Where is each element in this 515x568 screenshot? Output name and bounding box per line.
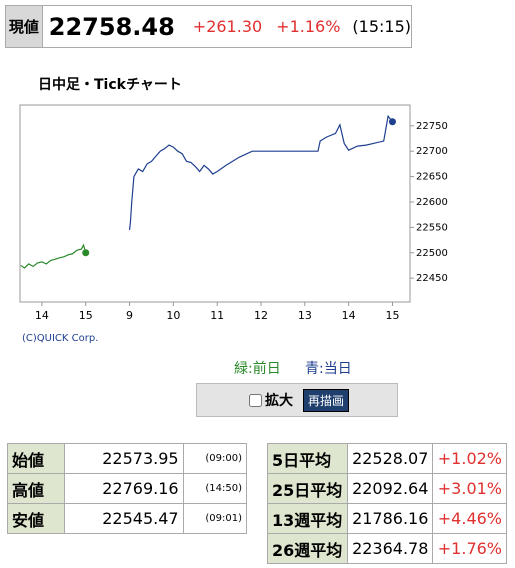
x-tick-label: 9 bbox=[126, 309, 133, 322]
table-cell: +4.46% bbox=[432, 503, 507, 534]
chart: 日中足・Tickチャート (C)QUICK Corp. 緑:前日 青:当日 22… bbox=[19, 76, 448, 377]
change-pct: +1.16% bbox=[276, 17, 341, 36]
x-tick-label: 15 bbox=[385, 309, 399, 322]
price-line bbox=[20, 243, 87, 269]
average-table: 5日平均 22528.07 +1.02% 25日平均 22092.64 +3.01% 13週… bbox=[267, 443, 507, 564]
y-tick-label: 22550 bbox=[416, 222, 448, 233]
table-cell: 21786.16 bbox=[346, 503, 434, 534]
zoom-checkbox[interactable] bbox=[248, 393, 262, 407]
table-cell: 25日平均 bbox=[267, 473, 348, 504]
table-cell: 22573.95 bbox=[63, 443, 184, 474]
change: +261.30 bbox=[192, 17, 263, 36]
table-row: 13週平均 21786.16 +4.46% bbox=[267, 503, 507, 534]
quote-time: (15:15) bbox=[352, 17, 411, 36]
legend-entry: 緑:前日 bbox=[234, 360, 281, 377]
redraw-button[interactable]: 再描画 bbox=[302, 388, 349, 412]
table-row: 始値 22573.95 (09:00) bbox=[7, 443, 248, 474]
price: 22758.48 bbox=[48, 12, 175, 41]
table-cell: (14:50) bbox=[182, 473, 248, 504]
table-cell: 22545.47 bbox=[63, 503, 184, 534]
table-row: 安値 22545.47 (09:01) bbox=[7, 503, 248, 534]
plot-frame bbox=[19, 104, 411, 303]
table-cell: +1.76% bbox=[432, 533, 507, 564]
price-line bbox=[128, 114, 393, 230]
y-tick-label: 22450 bbox=[416, 273, 448, 284]
y-tick-label: 22750 bbox=[416, 121, 448, 132]
x-tick-label: 14 bbox=[35, 309, 49, 322]
table-cell: 22092.64 bbox=[346, 473, 434, 504]
x-tick-label: 15 bbox=[79, 309, 93, 322]
y-tick-label: 22650 bbox=[416, 172, 448, 183]
x-tick-label: 13 bbox=[298, 309, 312, 322]
quote-label: 現値 bbox=[6, 6, 43, 47]
quote-box: 現値 22758.48 +261.30 +1.16% (15:15) bbox=[5, 5, 412, 48]
checkbox-label: 拡大 bbox=[264, 393, 293, 409]
table-row: 26週平均 22364.78 +1.76% bbox=[267, 533, 507, 564]
table-cell: 高値 bbox=[7, 473, 65, 504]
table-cell: (09:00) bbox=[182, 443, 248, 474]
table-cell: 始値 bbox=[7, 443, 65, 474]
table-cell: (09:01) bbox=[182, 503, 248, 534]
table-cell: +3.01% bbox=[432, 473, 507, 504]
end-marker bbox=[82, 249, 90, 257]
x-tick-label: 12 bbox=[254, 309, 268, 322]
table-cell: +1.02% bbox=[432, 443, 507, 474]
table-cell: 13週平均 bbox=[267, 503, 348, 534]
table-row: 25日平均 22092.64 +3.01% bbox=[267, 473, 507, 504]
table-cell: 5日平均 bbox=[267, 443, 348, 474]
copyright: (C)QUICK Corp. bbox=[22, 333, 98, 344]
table-cell: 22364.78 bbox=[346, 533, 434, 564]
x-tick-label: 14 bbox=[342, 309, 356, 322]
controls: 拡大 再描画 bbox=[196, 383, 398, 417]
table-row: 5日平均 22528.07 +1.02% bbox=[267, 443, 507, 474]
y-tick-label: 22600 bbox=[416, 197, 448, 208]
y-tick-label: 22700 bbox=[416, 146, 448, 157]
table-cell: 26週平均 bbox=[267, 533, 348, 564]
x-tick-label: 10 bbox=[166, 309, 180, 322]
table-cell: 安値 bbox=[7, 503, 65, 534]
end-marker bbox=[388, 118, 396, 126]
table-row: 高値 22769.16 (14:50) bbox=[7, 473, 248, 504]
table-cell: 22528.07 bbox=[346, 443, 434, 474]
legend-entry: 青:当日 bbox=[305, 361, 352, 377]
x-tick-label: 11 bbox=[210, 309, 224, 322]
y-tick-label: 22500 bbox=[416, 248, 448, 259]
price-table: 始値 22573.95 (09:00) 高値 22769.16 (14:50) 安値 2254… bbox=[7, 443, 248, 534]
table-cell: 22769.16 bbox=[63, 473, 184, 504]
chart-title: 日中足・Tickチャート bbox=[38, 76, 182, 93]
